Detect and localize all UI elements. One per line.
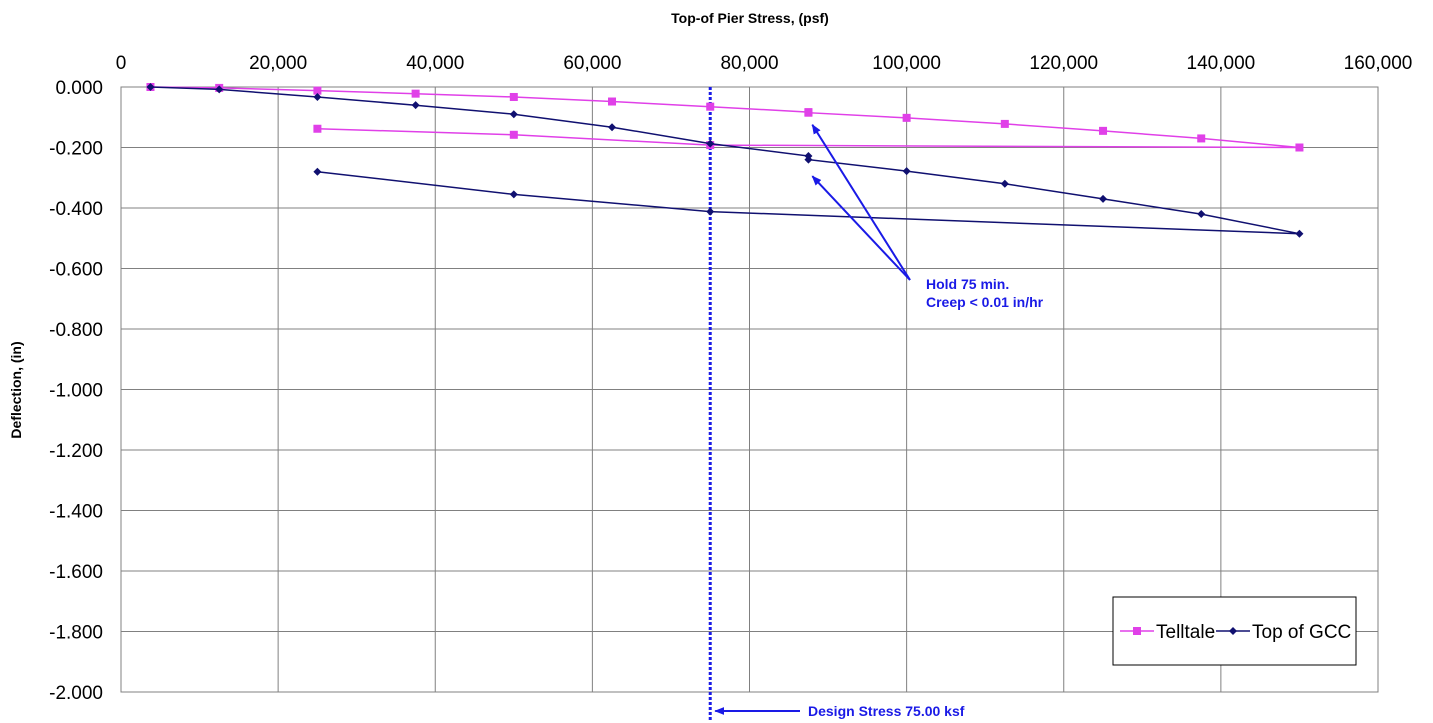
data-point	[1099, 194, 1108, 203]
x-tick-label: 100,000	[872, 53, 941, 74]
plot-frame	[120, 86, 1379, 693]
y-tick-label: -1.600	[49, 562, 103, 583]
data-point	[706, 102, 715, 111]
legend-marker-gcc	[1229, 627, 1237, 635]
data-point	[902, 167, 911, 176]
data-point	[1197, 134, 1206, 143]
data-point	[509, 110, 518, 119]
data-point	[215, 85, 224, 94]
data-point	[804, 155, 813, 164]
data-point	[902, 113, 911, 122]
y-axis-title: Deflection, (in)	[8, 341, 24, 438]
legend-marker-telltale	[1133, 627, 1141, 635]
data-point	[146, 83, 155, 91]
x-tick-label: 40,000	[406, 53, 464, 74]
x-tick-label: 60,000	[563, 53, 621, 74]
legend-label-gcc: Top of GCC	[1252, 622, 1351, 643]
x-tick-label: 0	[116, 53, 127, 74]
design-stress-line: Design Stress 75.00 ksf	[708, 87, 965, 720]
data-point	[411, 101, 420, 110]
y-tick-label: -0.800	[49, 320, 103, 341]
x-axis-title: Top-of Pier Stress, (psf)	[671, 10, 829, 26]
x-tick-labels: 0 20,000 40,000 60,000 80,000 100,000 120,000 1…	[116, 53, 1413, 74]
data-point	[509, 190, 518, 199]
annotation-group: Hold 75 min. Creep < 0.01 in/hr	[811, 123, 1044, 310]
data-point	[706, 139, 715, 148]
data-point	[509, 92, 518, 101]
data-point	[1099, 126, 1108, 135]
data-point	[313, 124, 322, 133]
data-point	[313, 167, 322, 176]
y-tick-labels: 0.000 -0.200 -0.400 -0.600 -0.800 -1.000 -1.20…	[49, 78, 103, 704]
series-line	[150, 86, 1300, 235]
annotation-text: Hold 75 min.	[926, 276, 1009, 292]
y-tick-label: -1.800	[49, 623, 103, 644]
x-tick-label: 160,000	[1344, 53, 1413, 74]
legend: Telltale Top of GCC	[1112, 596, 1357, 666]
y-tick-label: -1.400	[49, 502, 103, 523]
grid	[120, 86, 1379, 693]
y-tick-label: -1.200	[49, 441, 103, 462]
x-tick-label: 140,000	[1187, 53, 1256, 74]
data-point	[608, 97, 617, 106]
data-point	[706, 207, 715, 216]
x-tick-label: 120,000	[1029, 53, 1098, 74]
y-tick-label: -1.000	[49, 381, 103, 402]
y-tick-label: -0.400	[49, 199, 103, 220]
design-stress-label: Design Stress 75.00 ksf	[808, 703, 965, 719]
y-tick-label: -2.000	[49, 683, 103, 704]
series-0	[146, 83, 1304, 152]
series-group	[146, 83, 1304, 238]
y-tick-label: 0.000	[55, 78, 103, 99]
y-tick-label: -0.600	[49, 260, 103, 281]
data-point	[608, 123, 617, 132]
data-point	[509, 130, 518, 139]
annotation-text: Creep < 0.01 in/hr	[926, 294, 1044, 310]
data-point	[804, 108, 813, 117]
series-line	[150, 86, 1300, 149]
axes	[120, 86, 1379, 693]
data-point	[1000, 179, 1009, 188]
data-point	[313, 86, 322, 95]
x-tick-label: 80,000	[720, 53, 778, 74]
data-point	[1000, 119, 1009, 128]
data-point	[1197, 210, 1206, 219]
legend-label-telltale: Telltale	[1156, 622, 1215, 643]
annotation-arrow	[811, 123, 911, 281]
annotation-arrow	[811, 175, 911, 281]
y-tick-label: -0.200	[49, 139, 103, 160]
data-point	[1295, 143, 1304, 152]
x-tick-label: 20,000	[249, 53, 307, 74]
series-1	[146, 83, 1304, 238]
data-point	[411, 89, 420, 98]
data-point	[1295, 229, 1304, 238]
data-point	[313, 92, 322, 101]
